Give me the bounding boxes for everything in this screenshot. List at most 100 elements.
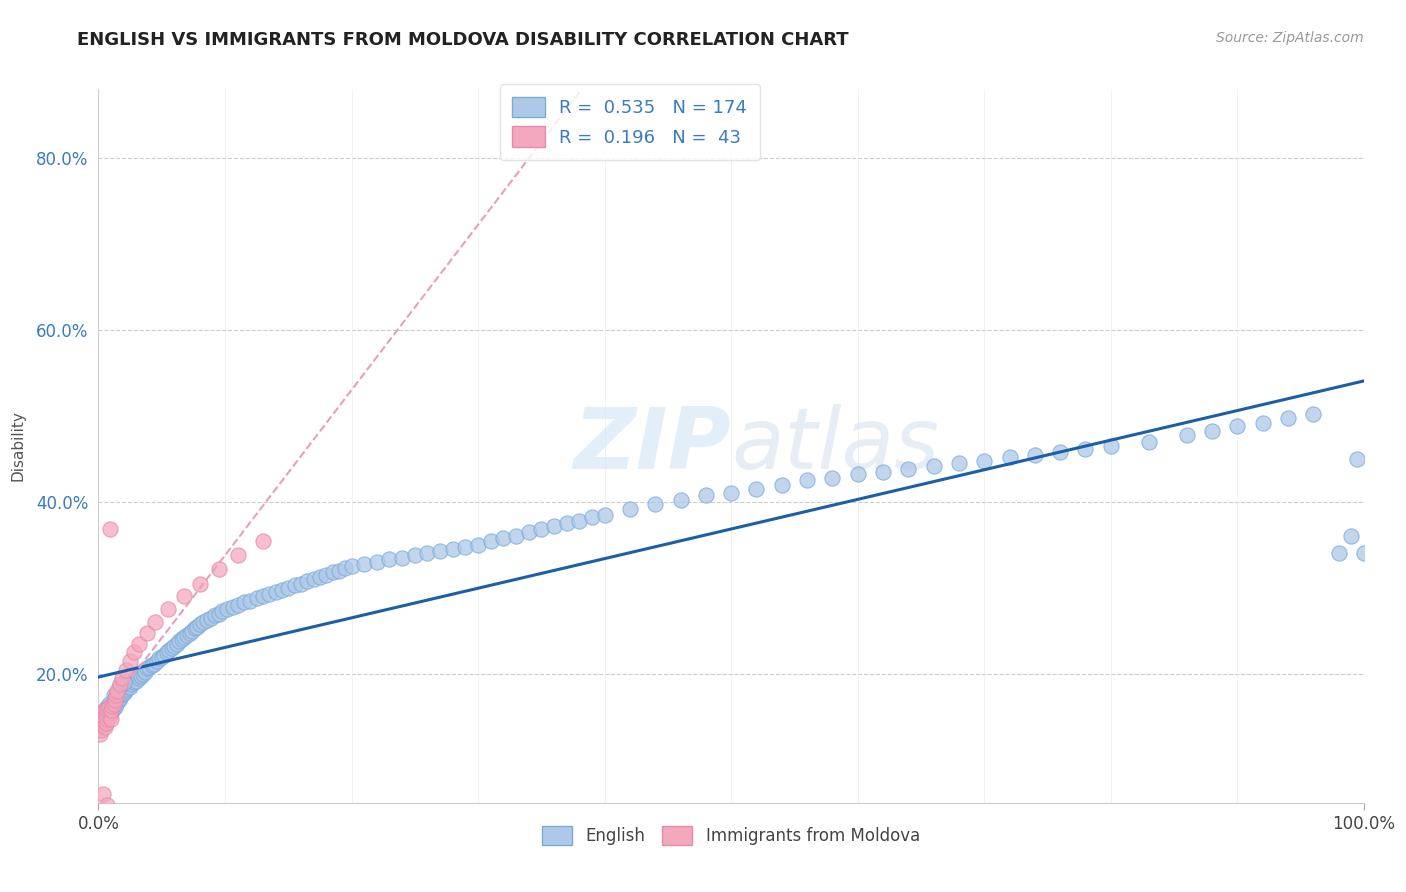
Point: [103, 692, 125, 706]
Point: [118, 677, 141, 691]
Point: [112, 675, 135, 690]
Point: [441, 542, 464, 557]
Text: ZIP: ZIP: [574, 404, 731, 488]
Point: [593, 508, 616, 522]
Point: [340, 559, 363, 574]
Point: [1302, 407, 1324, 421]
Point: [872, 465, 894, 479]
Point: [1277, 410, 1299, 425]
Point: [93, 720, 117, 734]
Point: [221, 599, 243, 614]
Point: [366, 555, 388, 569]
Point: [1049, 445, 1071, 459]
Point: [120, 654, 141, 668]
Point: [290, 576, 312, 591]
Point: [104, 695, 127, 709]
Point: [89, 718, 111, 732]
Point: [998, 450, 1021, 465]
Point: [160, 641, 183, 656]
Point: [169, 634, 191, 648]
Point: [89, 714, 111, 728]
Point: [188, 617, 211, 632]
Point: [135, 661, 157, 675]
Point: [100, 703, 122, 717]
Point: [183, 621, 205, 635]
Point: [897, 462, 920, 476]
Point: [101, 698, 124, 713]
Point: [568, 514, 591, 528]
Point: [454, 540, 477, 554]
Y-axis label: Disability: Disability: [10, 410, 25, 482]
Point: [1340, 529, 1362, 543]
Point: [1347, 451, 1369, 466]
Point: [302, 572, 325, 586]
Point: [328, 564, 350, 578]
Point: [117, 680, 139, 694]
Point: [745, 482, 768, 496]
Point: [179, 625, 201, 640]
Point: [93, 703, 117, 717]
Point: [93, 706, 115, 720]
Point: [111, 671, 134, 685]
Point: [277, 581, 299, 595]
Point: [1175, 427, 1198, 442]
Point: [91, 718, 114, 732]
Point: [335, 561, 357, 575]
Point: [157, 642, 180, 657]
Point: [669, 493, 692, 508]
Point: [97, 697, 120, 711]
Point: [91, 712, 114, 726]
Point: [108, 690, 131, 705]
Point: [94, 715, 117, 730]
Point: [141, 658, 163, 673]
Point: [1226, 419, 1249, 434]
Point: [948, 456, 970, 470]
Point: [145, 615, 166, 630]
Point: [101, 698, 124, 713]
Point: [94, 701, 117, 715]
Point: [226, 548, 249, 562]
Point: [186, 619, 208, 633]
Point: [619, 501, 641, 516]
Point: [270, 582, 294, 597]
Point: [770, 477, 793, 491]
Point: [93, 714, 115, 728]
Point: [107, 680, 129, 694]
Point: [321, 566, 344, 580]
Text: Source: ZipAtlas.com: Source: ZipAtlas.com: [1216, 31, 1364, 45]
Point: [112, 686, 135, 700]
Point: [110, 684, 132, 698]
Point: [96, 712, 118, 726]
Point: [93, 708, 117, 723]
Point: [90, 714, 112, 728]
Legend: English, Immigrants from Moldova: English, Immigrants from Moldova: [536, 819, 927, 852]
Point: [103, 689, 125, 703]
Point: [98, 708, 121, 723]
Point: [193, 615, 215, 630]
Point: [93, 716, 115, 731]
Point: [246, 591, 269, 606]
Point: [846, 467, 869, 482]
Point: [135, 625, 157, 640]
Point: [404, 548, 426, 562]
Point: [181, 624, 204, 638]
Point: [110, 689, 132, 703]
Point: [252, 533, 274, 548]
Point: [96, 703, 118, 717]
Point: [138, 660, 160, 674]
Point: [429, 544, 451, 558]
Point: [114, 684, 136, 698]
Point: [98, 704, 121, 718]
Point: [922, 458, 945, 473]
Point: [239, 593, 262, 607]
Point: [91, 706, 114, 720]
Point: [163, 640, 186, 654]
Point: [211, 604, 233, 618]
Point: [97, 706, 120, 720]
Point: [97, 699, 120, 714]
Point: [467, 538, 489, 552]
Text: atlas: atlas: [731, 404, 939, 488]
Point: [91, 712, 114, 726]
Point: [89, 727, 111, 741]
Point: [416, 546, 439, 560]
